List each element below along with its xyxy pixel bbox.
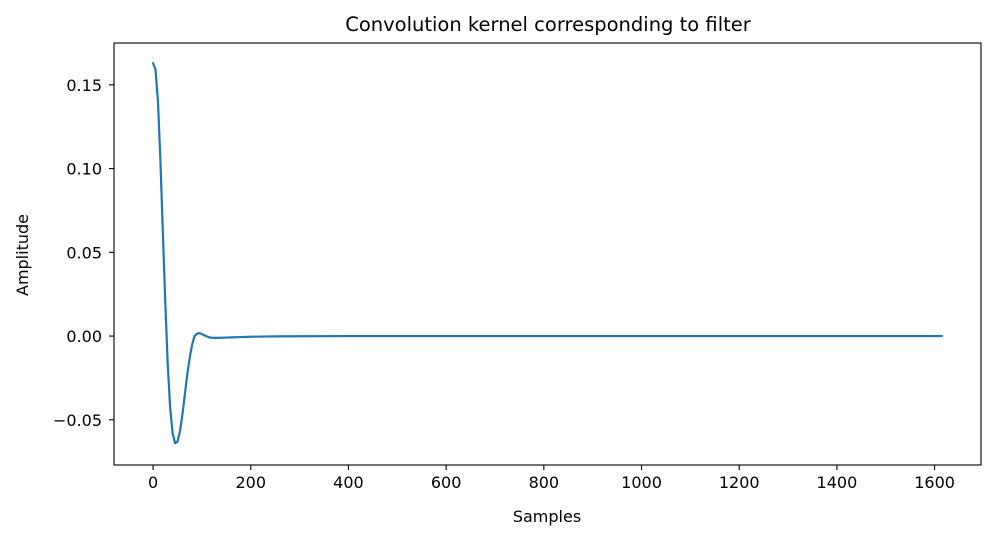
x-tick-label: 400	[333, 473, 364, 492]
y-tick-label: 0.00	[66, 327, 102, 346]
y-tick-label: −0.05	[53, 411, 102, 430]
x-tick-label: 1400	[817, 473, 858, 492]
x-tick-label: 600	[431, 473, 462, 492]
series-line-0	[151, 61, 944, 445]
plot-area: 0 200 400 600 800 1000 1200 1400 1600 −0.05 0.00 0.…	[53, 42, 982, 492]
x-tick-label: 1200	[719, 473, 760, 492]
y-tick-label: 0.10	[66, 160, 102, 179]
x-tick-label: 1600	[914, 473, 955, 492]
chart-title: Convolution kernel corresponding to filt…	[345, 13, 752, 36]
x-tick-label: 0	[148, 473, 158, 492]
y-tick-label: 0.05	[66, 243, 102, 262]
y-axis-title: Amplitude	[13, 214, 32, 296]
y-tick-label: 0.15	[66, 76, 102, 95]
x-tick-label: 200	[235, 473, 266, 492]
x-axis-title: Samples	[513, 507, 581, 526]
x-tick-label: 800	[529, 473, 560, 492]
plot-frame	[113, 42, 982, 466]
x-tick-label: 1000	[621, 473, 662, 492]
